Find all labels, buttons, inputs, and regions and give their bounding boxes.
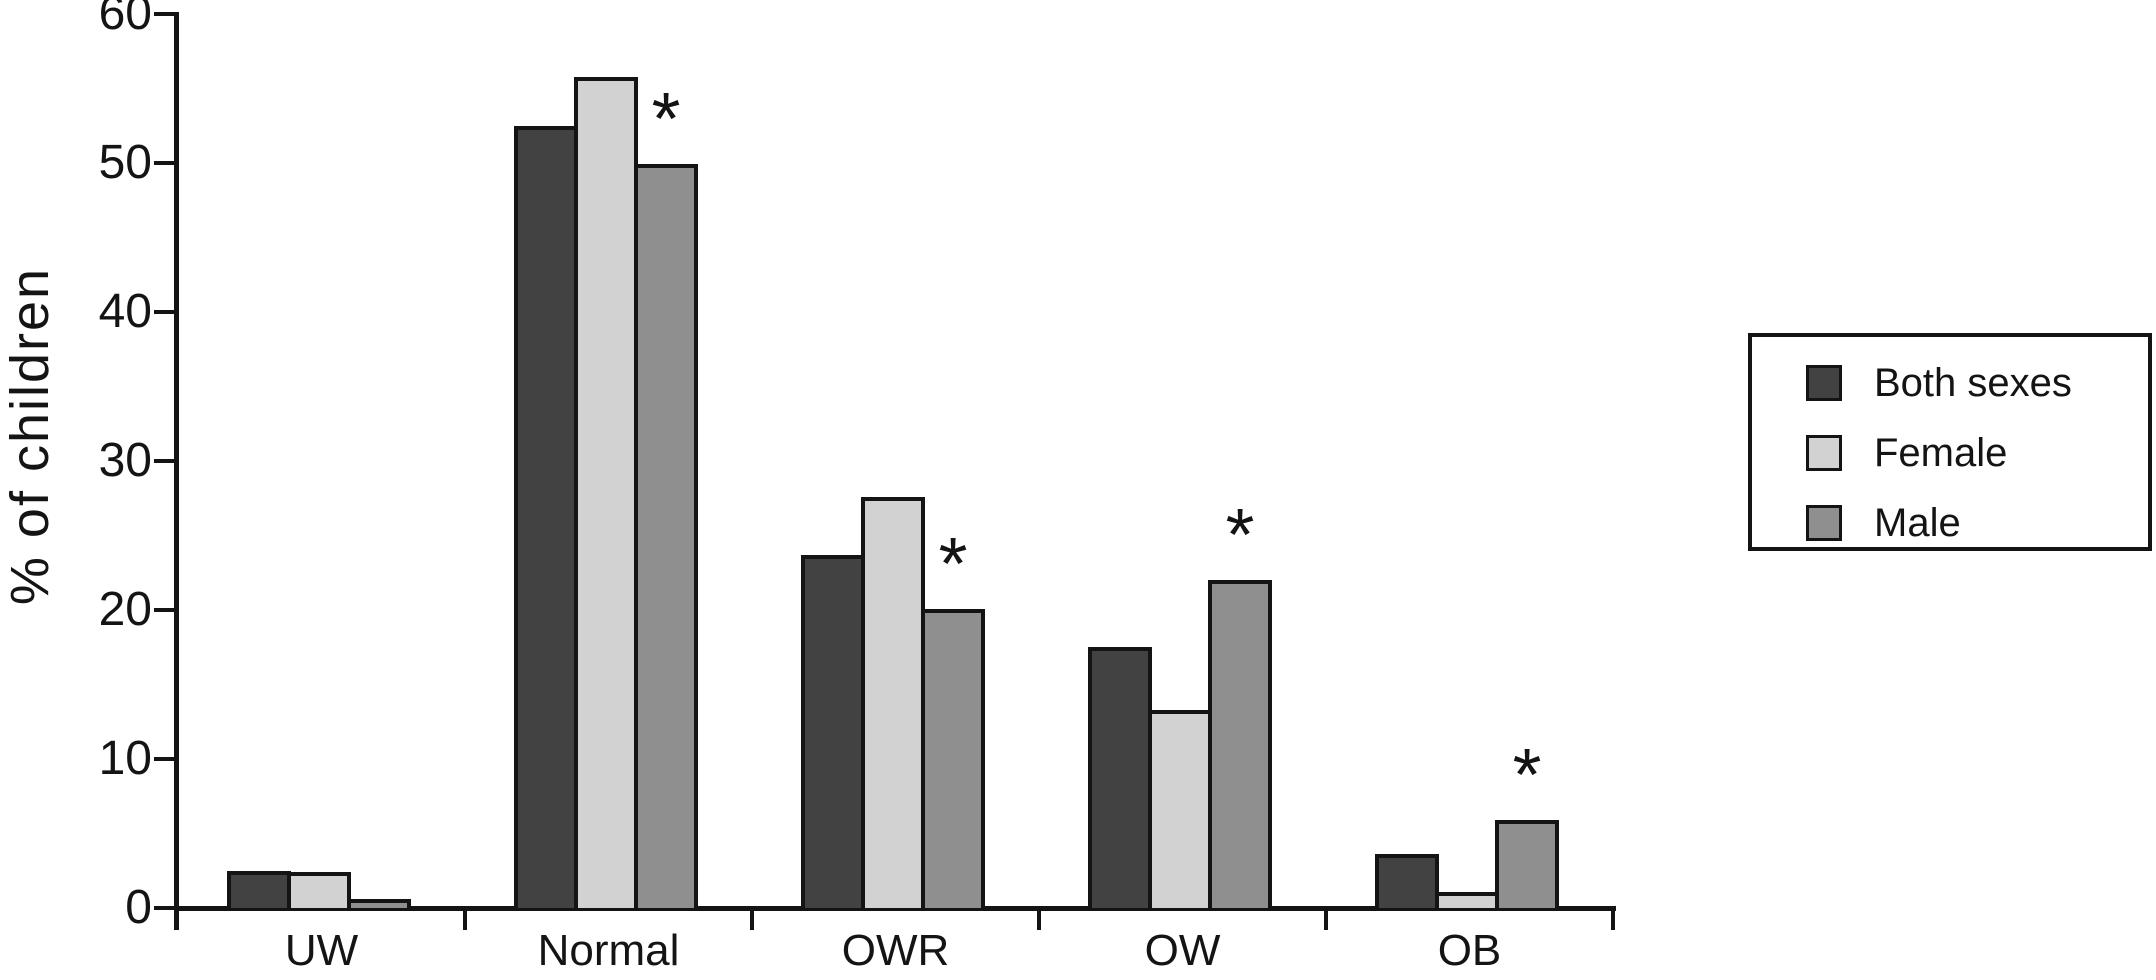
significance-asterisk-OWR: * bbox=[938, 522, 968, 605]
x-tick-4 bbox=[1324, 908, 1328, 930]
y-tick-label-40: 40 bbox=[98, 285, 152, 338]
bar-OB-female bbox=[1435, 892, 1499, 908]
x-category-label-UW: UW bbox=[284, 926, 359, 975]
x-category-label-OB: OB bbox=[1437, 926, 1502, 975]
y-tick-label-10: 10 bbox=[98, 732, 152, 785]
y-tick-50 bbox=[154, 161, 178, 165]
bar-OWR-female bbox=[861, 497, 925, 908]
x-category-label-Normal: Normal bbox=[537, 926, 680, 975]
significance-asterisk-Normal: * bbox=[651, 77, 681, 160]
bar-Normal-both-sexes bbox=[514, 126, 578, 908]
y-tick-label-60: 60 bbox=[98, 0, 152, 40]
legend-label: Female bbox=[1874, 431, 2008, 475]
bar-UW-female bbox=[287, 872, 351, 908]
bar-Normal-female bbox=[574, 77, 638, 908]
bar-OB-both-sexes bbox=[1375, 854, 1439, 908]
y-tick-label-30: 30 bbox=[98, 434, 152, 487]
significance-asterisk-OB: * bbox=[1512, 733, 1542, 816]
y-tick-label-20: 20 bbox=[98, 583, 152, 636]
significance-asterisk-OW: * bbox=[1225, 493, 1255, 576]
y-tick-label-50: 50 bbox=[98, 136, 152, 189]
bar-OB-male bbox=[1495, 820, 1559, 908]
bar-OW-both-sexes bbox=[1088, 647, 1152, 908]
bar-UW-male bbox=[347, 899, 411, 908]
bar-Normal-male bbox=[634, 164, 698, 908]
x-tick-1 bbox=[463, 908, 467, 930]
y-tick-10 bbox=[154, 757, 178, 761]
legend-item-male: Male bbox=[1806, 501, 2148, 545]
y-axis-line bbox=[174, 12, 179, 930]
legend-item-female: Female bbox=[1806, 431, 2148, 475]
x-tick-2 bbox=[750, 908, 754, 930]
bar-OW-female bbox=[1148, 710, 1212, 908]
legend-swatch-icon bbox=[1806, 365, 1842, 401]
legend-label: Male bbox=[1874, 501, 1961, 545]
legend: Both sexes Female Male bbox=[1748, 333, 2152, 551]
y-tick-0 bbox=[154, 906, 178, 910]
bar-OWR-both-sexes bbox=[801, 555, 865, 908]
legend-item-both-sexes: Both sexes bbox=[1806, 361, 2148, 405]
x-category-label-OW: OW bbox=[1144, 926, 1221, 975]
x-tick-5 bbox=[1611, 908, 1615, 930]
y-tick-20 bbox=[154, 608, 178, 612]
legend-label: Both sexes bbox=[1874, 361, 2072, 405]
x-axis-line bbox=[174, 906, 1616, 911]
bar-UW-both-sexes bbox=[227, 871, 291, 908]
y-tick-30 bbox=[154, 459, 178, 463]
x-tick-3 bbox=[1037, 908, 1041, 930]
y-tick-60 bbox=[154, 12, 178, 16]
bar-OW-male bbox=[1208, 580, 1272, 908]
bar-OWR-male bbox=[921, 609, 985, 908]
legend-swatch-icon bbox=[1806, 505, 1842, 541]
y-tick-40 bbox=[154, 310, 178, 314]
y-tick-label-0: 0 bbox=[125, 881, 152, 934]
x-category-label-OWR: OWR bbox=[841, 926, 950, 975]
legend-swatch-icon bbox=[1806, 435, 1842, 471]
